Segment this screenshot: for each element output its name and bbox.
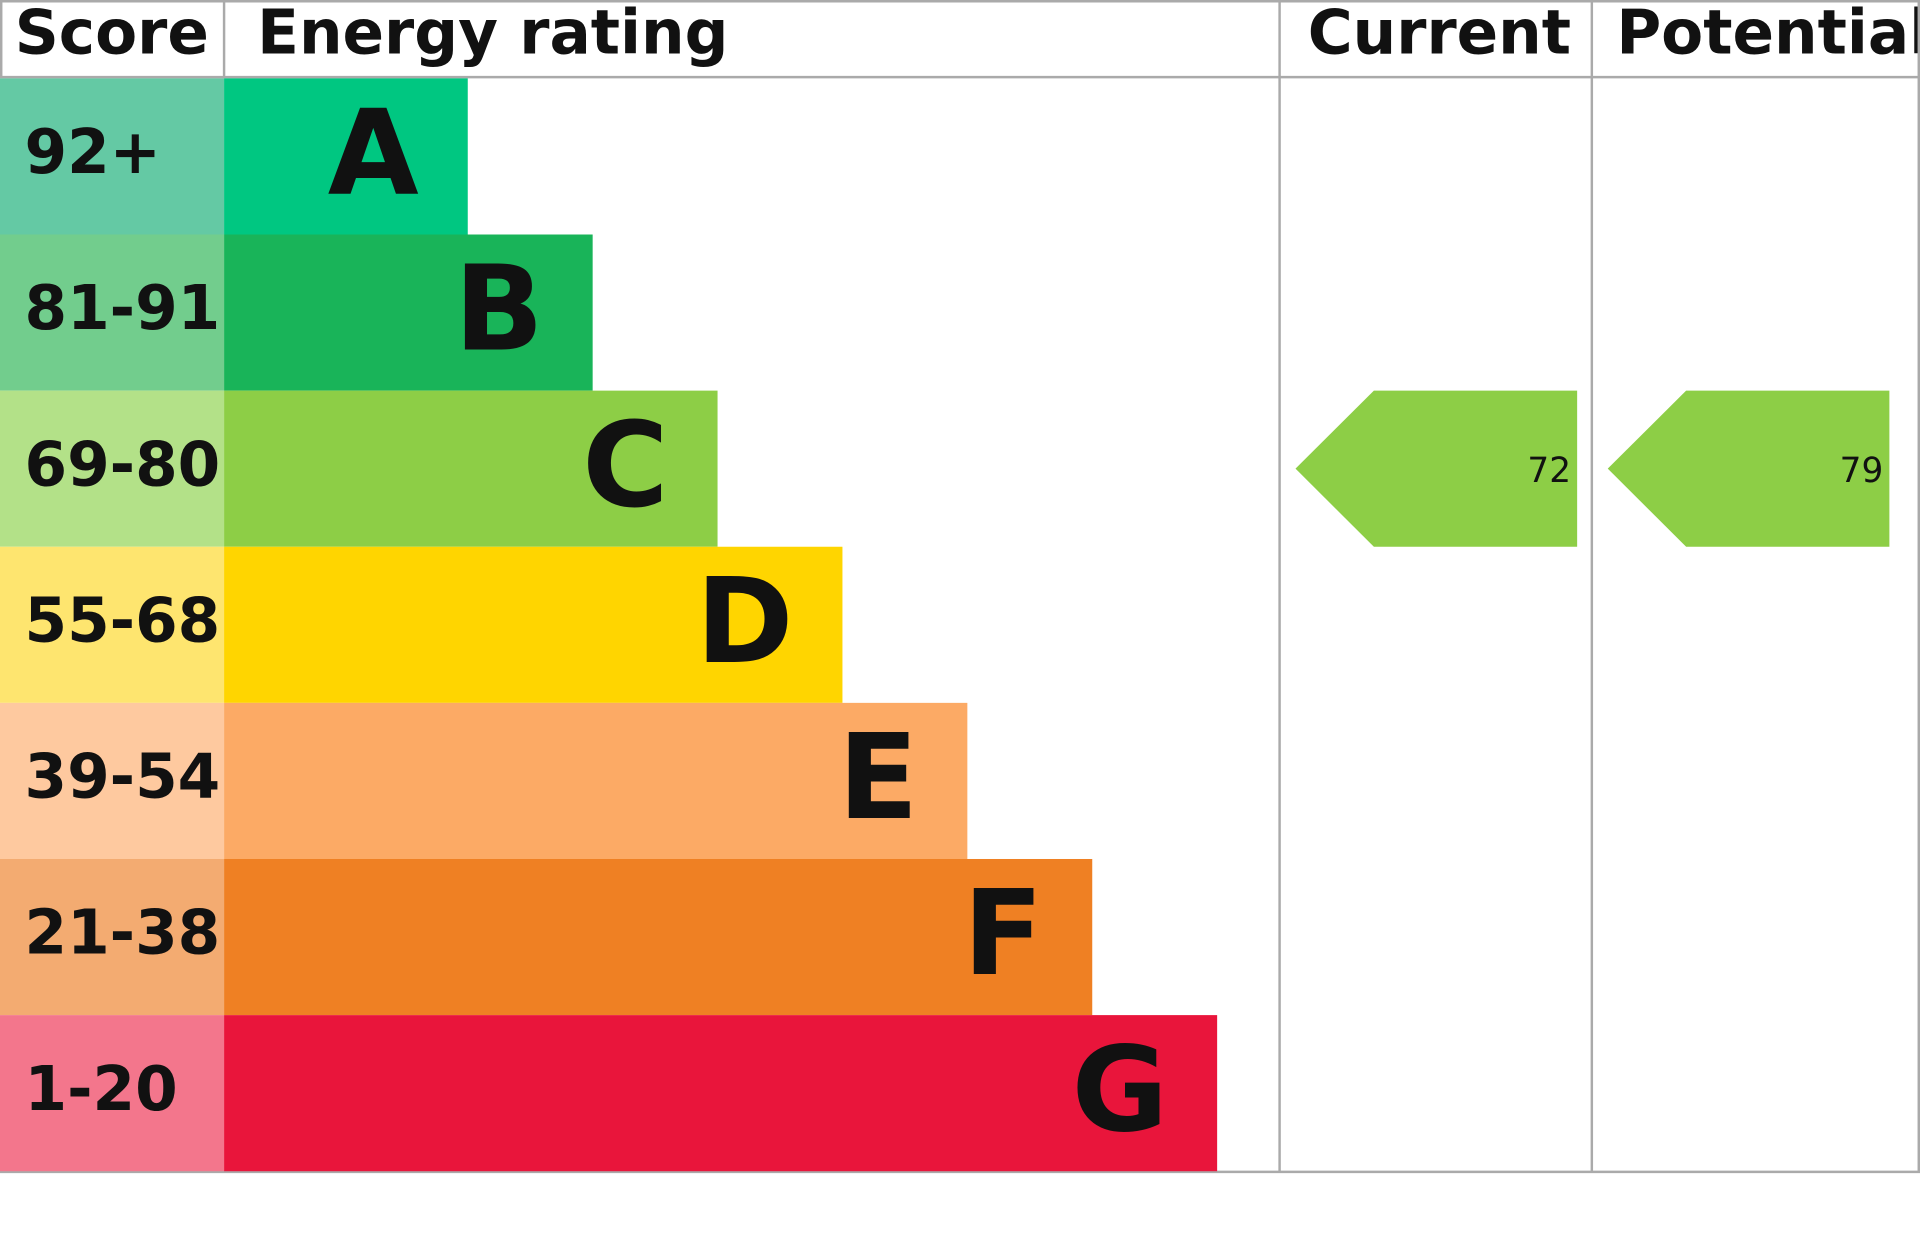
rating-bar bbox=[224, 1015, 1218, 1172]
score-range: 69-80 bbox=[24, 429, 220, 500]
current-arrow bbox=[1295, 390, 1578, 547]
rating-letter: F bbox=[963, 865, 1043, 1002]
score-range: 92+ bbox=[24, 117, 161, 188]
rating-bar bbox=[224, 858, 1093, 1016]
current-header: Current bbox=[1308, 0, 1571, 68]
score-cell bbox=[0, 390, 225, 547]
rating-letter: E bbox=[838, 709, 918, 846]
score-cell bbox=[0, 234, 225, 391]
score-range: 1-20 bbox=[24, 1054, 177, 1125]
score-cell bbox=[0, 546, 225, 703]
score-cell bbox=[0, 1015, 225, 1172]
potential-header: Potential bbox=[1616, 0, 1920, 68]
rating-letter: D bbox=[696, 553, 794, 690]
rating-letter: A bbox=[328, 85, 419, 222]
score-cell bbox=[0, 858, 225, 1016]
rating-bar bbox=[224, 390, 718, 547]
score-range: 39-54 bbox=[24, 742, 220, 813]
score-cell bbox=[0, 78, 225, 235]
score-cell bbox=[0, 702, 225, 859]
potential-arrow bbox=[1607, 390, 1890, 547]
score-header: Score bbox=[15, 0, 209, 68]
rating-letter: B bbox=[454, 241, 544, 378]
potential-value: 79 bbox=[1840, 451, 1884, 491]
current-value: 72 bbox=[1527, 451, 1571, 491]
rating-letter: C bbox=[582, 397, 668, 534]
score-range: 21-38 bbox=[24, 898, 220, 969]
rating-bar bbox=[224, 78, 468, 235]
score-range: 55-68 bbox=[24, 585, 220, 656]
rating-letter: G bbox=[1072, 1021, 1168, 1158]
rating-bar bbox=[224, 546, 843, 703]
score-range: 81-91 bbox=[24, 273, 220, 344]
grid bbox=[0, 0, 1920, 1174]
rating-bar bbox=[224, 234, 593, 391]
rating-bar bbox=[224, 702, 968, 859]
rating-header: Energy rating bbox=[257, 0, 728, 68]
